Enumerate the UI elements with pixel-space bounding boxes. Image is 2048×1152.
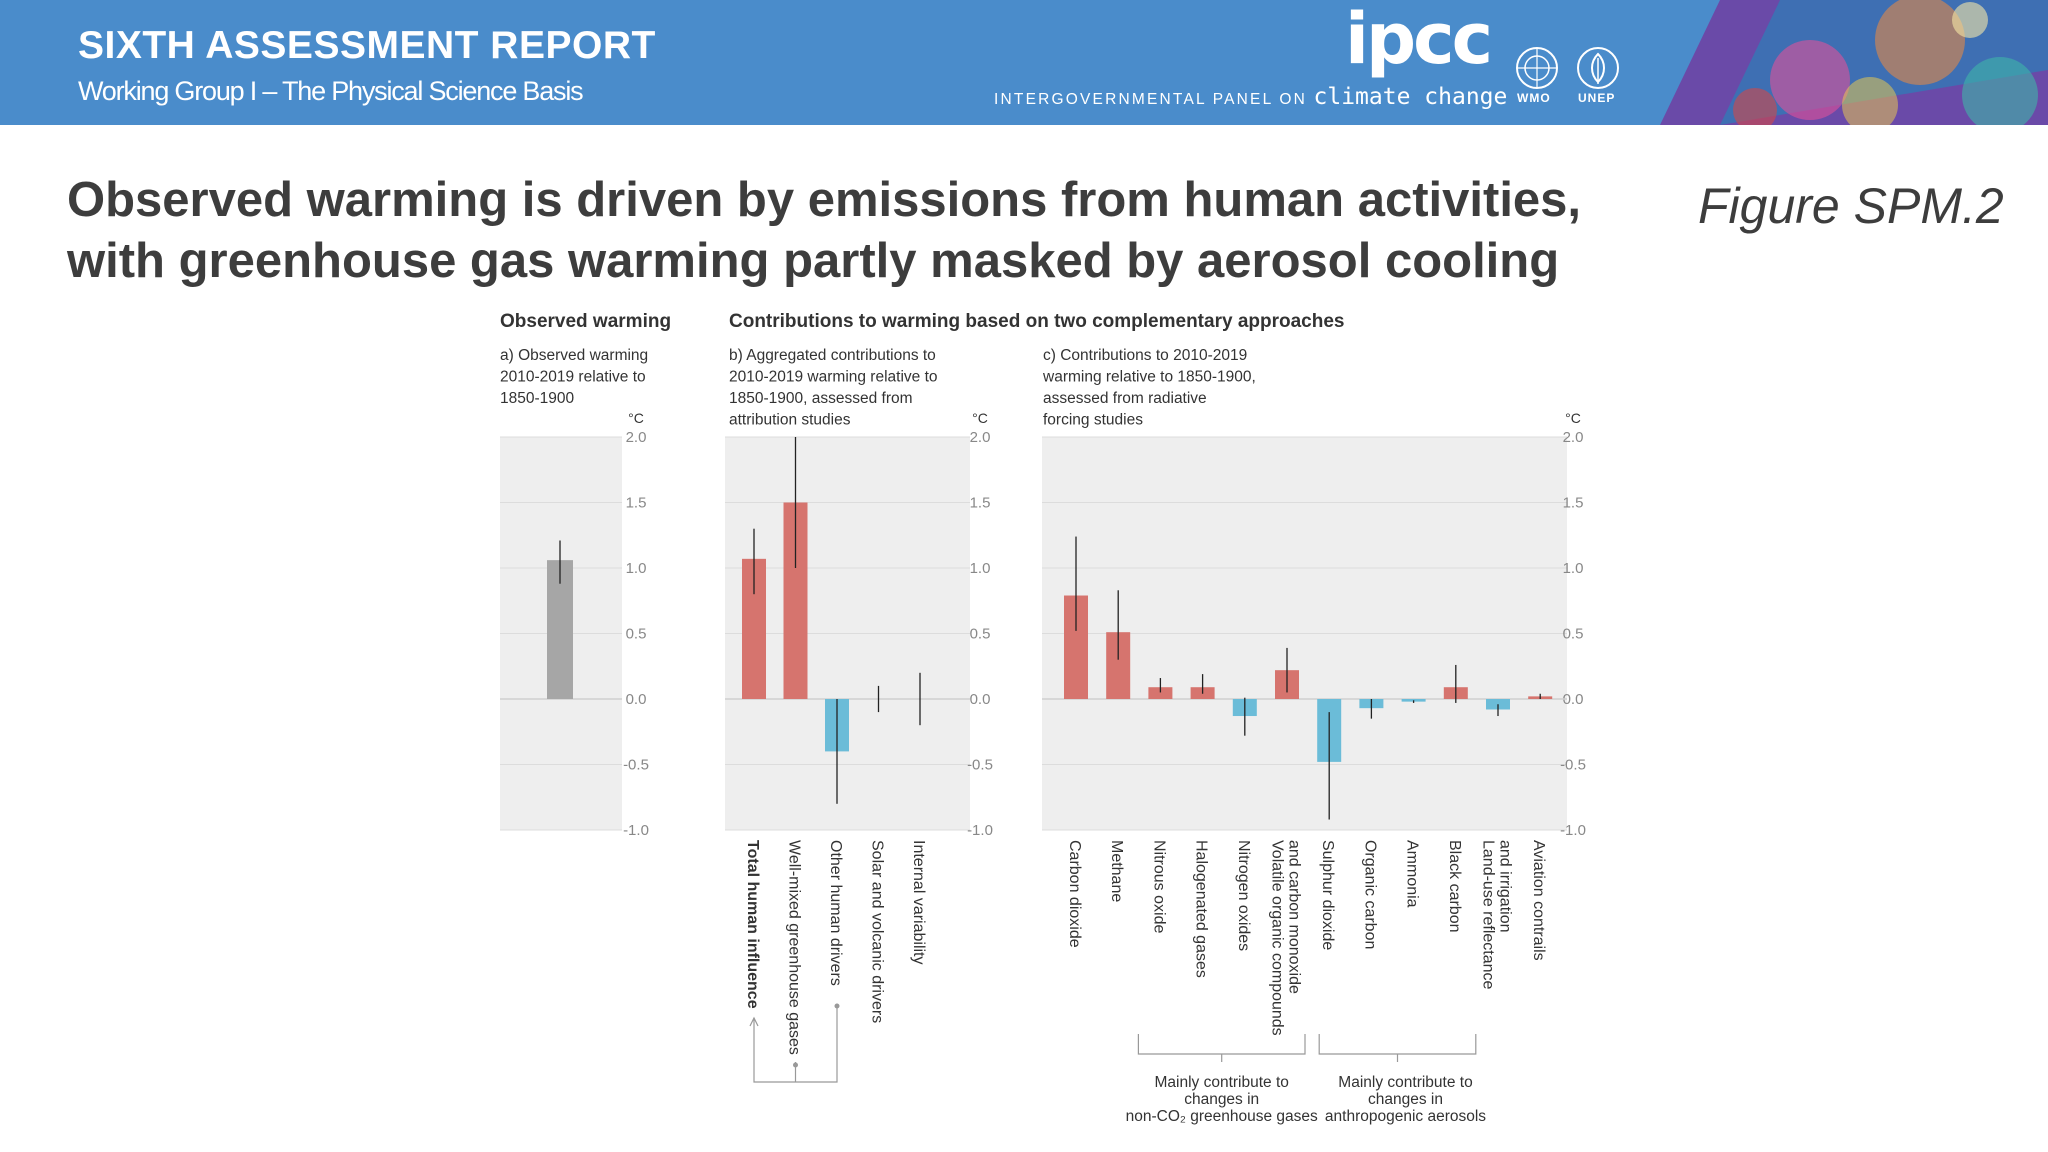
panel-title-line: a) Observed warming	[500, 347, 648, 364]
y-unit-label: °C	[628, 410, 644, 426]
ipcc-name-suffix: climate change	[1313, 84, 1508, 110]
y-tick-label: 2.0	[1563, 429, 1584, 446]
nonco2-brace	[1137, 1034, 1306, 1055]
category-label: Nitrogen oxides	[1235, 840, 1252, 951]
y-tick-label: -1.0	[1560, 822, 1586, 839]
panel-title-line: 1850-1900, assessed from	[729, 390, 913, 407]
y-tick-label: 1.5	[1563, 495, 1584, 512]
category-label: Total human influence	[744, 840, 761, 1009]
category-label: Organic carbon	[1361, 840, 1378, 949]
category-label: Aviation contrails	[1530, 840, 1547, 961]
y-tick-label: 1.0	[970, 560, 991, 577]
category-label: Volatile organic compounds	[1269, 840, 1286, 1036]
ipcc-full-name: INTERGOVERNMENTAL PANEL ON climate chang…	[994, 84, 1507, 110]
annotation-aerosols-line: anthropogenic aerosols	[1325, 1108, 1486, 1125]
y-unit-label: °C	[1565, 410, 1581, 426]
annotation-aerosols-line: Mainly contribute to	[1338, 1074, 1472, 1091]
category-label: Carbon dioxide	[1066, 840, 1083, 948]
slide-headline: Observed warming is driven by emissions …	[67, 170, 1581, 292]
section-title-contributions: Contributions to warming based on two co…	[729, 311, 1344, 332]
wmo-emblem-icon	[1516, 47, 1558, 89]
annotation-nonco2-line: non-CO₂ greenhouse gases	[1126, 1108, 1318, 1125]
panel-title-line: 2010-2019 relative to	[500, 369, 646, 386]
panel-a: a) Observed warming 2010-2019 relative to…	[500, 347, 649, 839]
y-tick-label: 1.5	[970, 495, 991, 512]
panel-title-line: b) Aggregated contributions to	[729, 347, 936, 364]
y-tick-label: 1.0	[1563, 560, 1584, 577]
category-label: and carbon monoxide	[1286, 840, 1303, 994]
annotation-nonco2-line: changes in	[1184, 1091, 1259, 1108]
panel-title-line: warming relative to 1850-1900,	[1042, 369, 1256, 386]
y-tick-label: -0.5	[623, 757, 649, 774]
y-tick-label: -0.5	[967, 757, 993, 774]
category-label: Other human drivers	[827, 840, 844, 986]
aerosol-brace	[1318, 1034, 1477, 1055]
y-tick-label: 0.0	[1563, 691, 1584, 708]
category-label: Halogenated gases	[1193, 840, 1210, 978]
panel-c: c) Contributions to 2010-2019 warming rel…	[1042, 347, 1586, 1036]
headline-line-2: with greenhouse gas warming partly maske…	[67, 234, 1560, 288]
y-tick-label: -1.0	[623, 822, 649, 839]
panel-title-line: forcing studies	[1043, 412, 1143, 429]
category-label: Ammonia	[1404, 840, 1421, 908]
section-title-observed: Observed warming	[500, 311, 671, 332]
category-label: Nitrous oxide	[1150, 840, 1167, 933]
category-label: Land-use reflectance	[1480, 840, 1497, 990]
panel-title-line: attribution studies	[729, 412, 851, 429]
ipcc-logo-text: ipcc	[1345, 0, 1493, 80]
category-label: Well-mixed greenhouse gases	[786, 840, 803, 1055]
y-tick-label: 1.0	[626, 560, 647, 577]
panel-b: b) Aggregated contributions to 2010-2019 …	[725, 347, 993, 1055]
y-tick-label: -0.5	[1560, 757, 1586, 774]
headline-line-1: Observed warming is driven by emissions …	[67, 173, 1582, 227]
artwork-image	[1660, 0, 2048, 125]
bar	[1148, 687, 1173, 699]
category-label: Internal variability	[910, 840, 927, 965]
annotation-nonco2-line: Mainly contribute to	[1154, 1074, 1288, 1091]
y-tick-label: 2.0	[970, 429, 991, 446]
bracket-arrow	[749, 1016, 759, 1027]
annotation-aerosols-line: changes in	[1368, 1091, 1443, 1108]
y-tick-label: 0.0	[970, 691, 991, 708]
figure-label: Figure SPM.2	[1698, 178, 2004, 234]
category-label: Sulphur dioxide	[1319, 840, 1336, 950]
y-tick-label: 0.5	[970, 626, 991, 643]
y-tick-label: 1.5	[626, 495, 647, 512]
category-label: Black carbon	[1446, 840, 1463, 933]
y-unit-label: °C	[972, 410, 988, 426]
panel-title-line: assessed from radiative	[1043, 390, 1207, 407]
ipcc-name-prefix: INTERGOVERNMENTAL PANEL ON	[994, 91, 1307, 108]
bracket-dot	[793, 1062, 798, 1068]
panel-title-line: 1850-1900	[500, 390, 575, 407]
category-label: Solar and volcanic drivers	[869, 840, 886, 1023]
unep-label: UNEP	[1578, 91, 1616, 105]
report-title: SIXTH ASSESSMENT REPORT	[78, 24, 656, 67]
report-subtitle: Working Group I – The Physical Science B…	[78, 76, 584, 106]
y-tick-label: 2.0	[626, 429, 647, 446]
panel-title-line: c) Contributions to 2010-2019	[1043, 347, 1247, 364]
category-label: and irrigation	[1497, 840, 1514, 933]
panel-title-line: 2010-2019 warming relative to	[729, 369, 938, 386]
y-tick-label: 0.0	[626, 691, 647, 708]
y-tick-label: 0.5	[1563, 626, 1584, 643]
category-label: Methane	[1108, 840, 1125, 902]
report-banner: SIXTH ASSESSMENT REPORT Working Group I …	[0, 0, 2048, 125]
unep-emblem-icon	[1577, 47, 1619, 89]
bracket-dot	[834, 1003, 840, 1009]
y-tick-label: -1.0	[967, 822, 993, 839]
y-tick-label: 0.5	[626, 626, 647, 643]
wmo-label: WMO	[1517, 91, 1551, 105]
